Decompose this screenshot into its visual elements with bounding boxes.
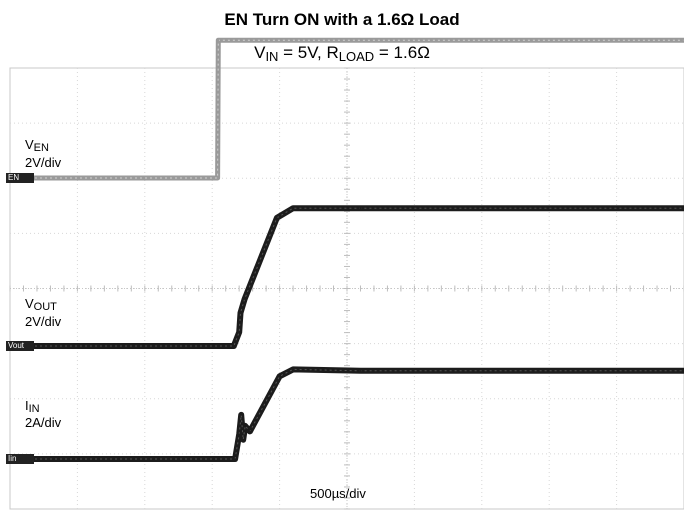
channel-label-en: VEN [25, 138, 49, 155]
subtitle-vin-sub: IN [265, 49, 279, 64]
trace-vout-point [292, 207, 294, 209]
trace-iin-point [278, 375, 281, 378]
trace-en-point [216, 177, 219, 179]
trace-vout-point [276, 217, 278, 219]
trace-iin-point [238, 433, 240, 436]
trace-vout-point [238, 331, 240, 334]
trace-iin-point [240, 414, 242, 416]
channel-label-en-sub: EN [33, 142, 49, 154]
ground-marker-vout: Vout [6, 341, 34, 351]
channel-scale-vout: 2V/div [25, 314, 62, 329]
subtitle-vin-value: = 5V, [278, 43, 327, 62]
chart-subtitle: VIN = 5V, RLOAD = 1.6Ω [0, 43, 684, 64]
trace-iin-point [234, 458, 236, 460]
channel-scale-iin: 2A/div [25, 415, 62, 430]
channel-label-iin-sub: IN [28, 403, 40, 415]
subtitle-rload-sub: LOAD [338, 49, 375, 64]
subtitle-rload-label: R [326, 43, 339, 62]
trace-en-noise [10, 39, 684, 179]
trace-vout-point [233, 345, 235, 347]
trace-iin-point [359, 370, 362, 372]
channel-label-vout: VOUT [25, 297, 57, 314]
channel-label-vout-sub: OUT [33, 301, 57, 313]
channel-label-iin-main: I [25, 398, 29, 413]
trace-iin-noise [10, 368, 684, 460]
trace-vout-point [239, 312, 242, 314]
trace-iin-point [292, 368, 294, 371]
ground-marker-iin: Iin [6, 454, 34, 464]
chart-title: EN Turn ON with a 1.6Ω Load [224, 10, 460, 29]
channel-scale-en: 2V/div [25, 155, 62, 170]
subtitle-rload-value: = 1.6Ω [374, 43, 430, 62]
trace-iin-point [249, 430, 251, 433]
trace-vout-point [359, 207, 362, 209]
subtitle-vin-label: V [254, 43, 266, 62]
plot-traces [9, 37, 684, 462]
channel-label-en-main: V [25, 137, 34, 152]
trace-iin-point [242, 438, 244, 441]
timebase-label: 500µs/div [310, 486, 366, 501]
trace-vout-point [243, 298, 246, 300]
trace-iin-point [244, 425, 246, 427]
trace-en-point [217, 39, 220, 41]
channel-label-iin: IIN [25, 399, 40, 416]
channel-label-vout-main: V [25, 296, 34, 311]
ground-marker-en: EN [6, 173, 34, 183]
